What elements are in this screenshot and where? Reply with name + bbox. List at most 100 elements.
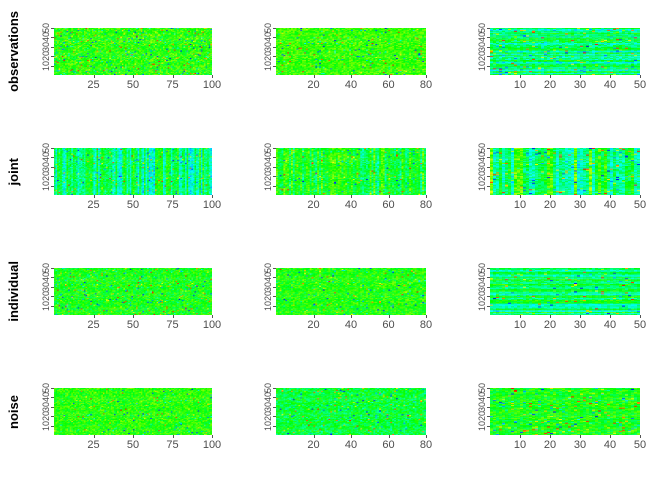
x-tick-mark [212,435,213,438]
y-axis: 10 20 30 40 50 [38,23,54,75]
y-axis: 10 20 30 40 50 [474,143,490,195]
y-tick-label: 50 [477,23,487,34]
heatmap-panel: 10 20 30 40 50 10 20 30 40 50 [474,240,646,360]
x-tick-mark [640,75,641,78]
y-tick-mark [51,157,54,159]
y-tick-mark [51,28,54,29]
x-tick-mark [212,315,213,318]
y-tick-label: 50 [263,23,273,34]
x-tick-mark [426,75,427,78]
x-tick-label: 100 [202,79,222,91]
y-tick-mark [51,185,54,187]
y-tick-label: 50 [263,263,273,274]
y-tick-mark [51,406,54,408]
y-tick-mark [273,286,276,288]
y-tick-mark [273,296,276,298]
y-tick-mark [51,166,54,168]
y-tick-mark [487,37,490,39]
y-tick-mark [487,388,490,389]
x-tick-mark [133,75,134,78]
x-tick-mark [313,435,315,438]
y-tick-mark [273,416,276,418]
x-tick-label: 50 [126,439,140,451]
x-tick-label: 40 [344,319,358,331]
x-tick-label: 60 [382,439,395,451]
y-tick-mark [51,416,54,418]
y-axis: 10 20 30 40 50 [38,143,54,195]
y-tick-label: 50 [41,263,51,274]
y-tick-label: 50 [477,263,487,274]
y-tick-mark [487,406,490,408]
y-tick-mark [273,56,276,58]
x-tick-label: 75 [166,319,179,331]
x-tick-label: 50 [633,79,647,91]
row-label-text: joint [5,157,21,186]
x-tick-label: 40 [603,199,617,211]
x-tick-label: 40 [603,439,617,451]
x-tick-mark [351,75,352,78]
x-tick-label: 50 [633,319,647,331]
y-tick-mark [273,157,276,159]
x-tick-label: 80 [419,199,433,211]
x-tick-mark [520,75,521,78]
heatmap-canvas [490,268,640,315]
x-tick-label: 50 [126,79,140,91]
x-tick-mark [93,435,95,438]
x-tick-label: 60 [382,199,395,211]
x-tick-mark [426,435,427,438]
y-axis: 10 20 30 40 50 [38,383,54,435]
y-tick-mark [273,388,276,389]
x-tick-label: 20 [543,439,557,451]
heatmap-canvas [54,388,212,435]
x-tick-label: 50 [633,199,647,211]
figure-row-observations: observations 10 20 30 40 50 25 50 75 100 10 20 30… [0,0,672,120]
y-tick-label: 50 [263,383,273,394]
heatmap-panel: 10 20 30 40 50 20 40 60 80 [260,240,432,360]
y-tick-mark [487,157,490,159]
y-tick-mark [273,37,276,39]
x-tick-mark [640,315,641,318]
y-axis: 10 20 30 40 50 [260,143,276,195]
y-tick-mark [51,286,54,288]
x-tick-label: 75 [166,79,179,91]
y-tick-label: 50 [477,383,487,394]
x-tick-mark [351,435,352,438]
y-axis: 10 20 30 40 50 [260,23,276,75]
x-tick-label: 25 [87,199,100,211]
x-tick-mark [610,75,611,78]
y-tick-mark [487,286,490,288]
y-tick-mark [273,28,276,29]
x-tick-label: 60 [382,79,395,91]
y-tick-mark [273,46,276,48]
x-tick-mark [640,435,641,438]
heatmap-panel: 10 20 30 40 50 20 40 60 80 [260,360,432,480]
x-tick-label: 30 [573,439,587,451]
x-axis: 20 40 60 80 [276,315,432,333]
x-tick-mark [172,315,174,318]
y-tick-mark [273,305,276,307]
x-axis: 25 50 75 100 [54,435,221,453]
x-axis: 10 20 30 40 50 [490,75,646,93]
y-tick-mark [273,268,276,269]
x-tick-label: 20 [307,79,320,91]
heatmap-panel: 10 20 30 40 50 20 40 60 80 [260,120,432,240]
x-tick-mark [313,315,315,318]
heatmap-panel: 10 20 30 40 50 10 20 30 40 50 [474,0,646,120]
heatmap-canvas [490,148,640,195]
y-tick-mark [51,305,54,307]
x-tick-label: 75 [166,439,179,451]
y-axis: 10 20 30 40 50 [474,263,490,315]
y-axis: 10 20 30 40 50 [38,263,54,315]
heatmap-panel: 10 20 30 40 50 10 20 30 40 50 [474,360,646,480]
y-tick-mark [51,397,54,399]
x-tick-label: 30 [573,199,587,211]
heatmap-canvas [54,28,212,75]
heatmap-panel: 10 20 30 40 50 10 20 30 40 50 [474,120,646,240]
y-tick-mark [51,268,54,269]
x-tick-mark [550,435,551,438]
x-tick-label: 80 [419,439,433,451]
x-tick-label: 10 [513,79,527,91]
y-tick-mark [487,166,490,168]
heatmap-panel: 10 20 30 40 50 25 50 75 100 [38,240,221,360]
